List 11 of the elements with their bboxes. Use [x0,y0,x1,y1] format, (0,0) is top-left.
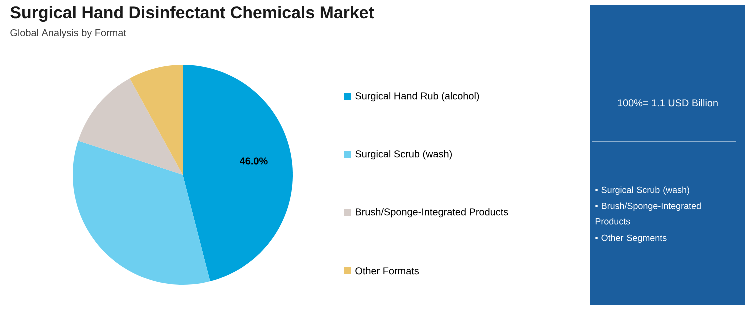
legend-label: Brush/Sponge-Integrated Products [356,208,508,218]
legend-label: Surgical Scrub (wash) [356,150,452,160]
chart-subtitle: Global Analysis by Format [10,29,126,38]
chart-title: Surgical Hand Disinfectant Chemicals Market [10,6,374,22]
text: • Surgical Scrub (wash) [596,186,690,196]
text: • Brush/Sponge-Integrated Products [596,202,701,225]
text: 100%= 1.1 USD Billion [618,99,718,107]
text: • Other Segments [596,234,667,244]
legend-label: Other Formats [356,267,420,275]
legend-label: Surgical Hand Rub (alcohol) [356,92,480,102]
data-label: 46.0% [240,158,268,165]
